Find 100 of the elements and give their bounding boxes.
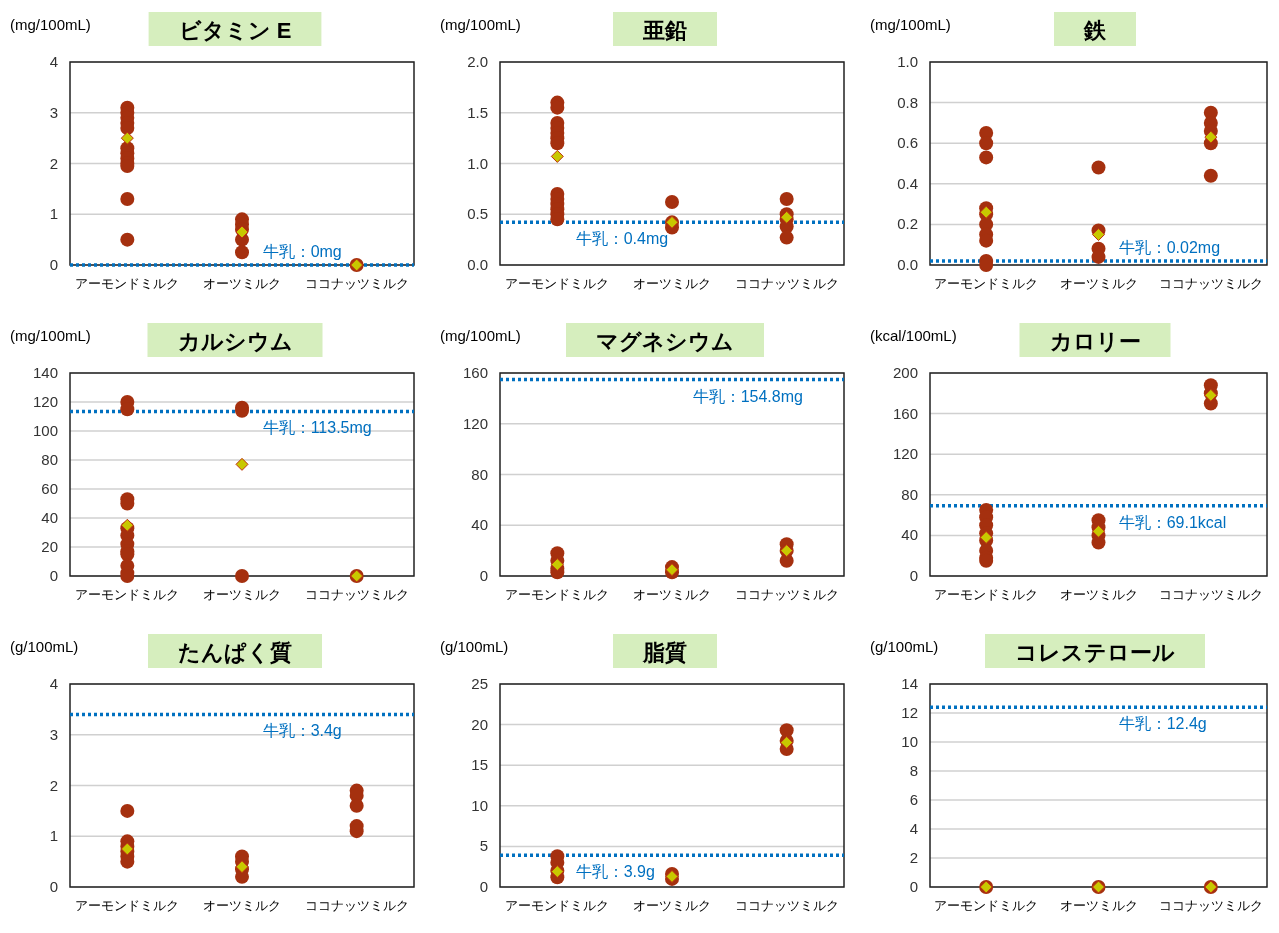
- y-tick-label: 0.8: [897, 93, 918, 111]
- ref-line-label: 牛乳：3.4g: [262, 722, 342, 740]
- y-tick-label: 20: [471, 715, 488, 733]
- ref-line-label: 牛乳：0.02mg: [1118, 238, 1221, 256]
- y-tick-label: 3: [49, 103, 58, 121]
- y-tick-label: 0.0: [897, 256, 918, 273]
- y-tick-label: 10: [901, 733, 918, 750]
- y-tick-label: 1.5: [467, 103, 488, 121]
- y-tick-label: 1.0: [467, 154, 488, 172]
- y-tick-label: 0: [49, 567, 58, 584]
- y-tick-label: 100: [32, 422, 58, 439]
- ref-line-label: 牛乳：113.5mg: [262, 419, 372, 437]
- y-tick-label: 2.0: [467, 53, 488, 70]
- chart-title: カルシウム: [177, 329, 293, 354]
- ref-line-label: 牛乳：154.8mg: [692, 387, 803, 405]
- y-tick-label: 160: [892, 404, 918, 422]
- y-tick-label: 40: [41, 509, 58, 526]
- y-tick-label: 40: [901, 526, 918, 544]
- x-tick-label: オーツミルク: [633, 587, 711, 602]
- ref-line-label: 牛乳：0mg: [262, 243, 342, 260]
- x-tick-label: ココナッツミルク: [734, 587, 839, 602]
- y-tick-label: 10: [471, 796, 488, 814]
- y-tick-label: 120: [462, 414, 488, 432]
- x-tick-label: アーモンドミルク: [934, 898, 1039, 913]
- x-tick-label: ココナッツミルク: [1158, 587, 1263, 602]
- chart-title: コレステロール: [1015, 640, 1175, 665]
- y-tick-label: 0.4: [897, 174, 918, 192]
- y-axis-title: (g/100mL): [10, 638, 79, 655]
- x-tick-label: オーツミルク: [633, 276, 711, 291]
- y-tick-label: 5: [479, 837, 488, 855]
- chart-title: カロリー: [1049, 329, 1141, 354]
- y-tick-label: 120: [32, 393, 58, 410]
- y-tick-label: 0: [479, 878, 488, 895]
- y-tick-label: 140: [32, 364, 58, 381]
- y-tick-label: 6: [909, 791, 918, 808]
- y-tick-label: 14: [901, 675, 918, 692]
- x-tick-label: アーモンドミルク: [75, 898, 180, 913]
- y-tick-label: 2: [49, 776, 58, 794]
- y-axis-title: (kcal/100mL): [870, 327, 957, 344]
- x-tick-label: アーモンドミルク: [505, 587, 610, 602]
- y-tick-label: 1.0: [897, 53, 918, 70]
- x-tick-label: オーツミルク: [1059, 898, 1138, 913]
- y-tick-label: 0: [49, 878, 58, 895]
- y-tick-label: 12: [901, 704, 918, 721]
- y-tick-label: 0: [49, 256, 58, 273]
- x-tick-label: オーツミルク: [1059, 276, 1138, 291]
- x-tick-label: オーツミルク: [203, 276, 281, 291]
- y-tick-label: 8: [909, 762, 918, 779]
- x-tick-label: アーモンドミルク: [934, 587, 1039, 602]
- y-tick-label: 4: [909, 820, 918, 837]
- y-axis-title: (g/100mL): [440, 638, 509, 655]
- ref-line-label: 牛乳：0.4mg: [575, 230, 669, 248]
- chart-title: 鉄: [1083, 18, 1107, 43]
- x-tick-label: アーモンドミルク: [75, 587, 180, 602]
- y-tick-label: 120: [892, 445, 918, 463]
- y-axis-title: (mg/100mL): [440, 16, 521, 33]
- chart-title: ビタミン E: [178, 18, 292, 43]
- y-tick-label: 200: [892, 364, 918, 381]
- y-tick-label: 80: [41, 451, 58, 468]
- x-tick-label: ココナッツミルク: [1158, 898, 1263, 913]
- x-tick-label: ココナッツミルク: [304, 276, 409, 291]
- y-tick-label: 40: [471, 516, 488, 534]
- y-tick-label: 0.6: [897, 134, 918, 152]
- chart-title: 亜鉛: [642, 18, 687, 43]
- x-tick-label: オーツミルク: [633, 898, 711, 913]
- y-tick-label: 0.0: [467, 256, 488, 273]
- x-tick-label: ココナッツミルク: [304, 898, 409, 913]
- ref-line-label: 牛乳：12.4g: [1118, 715, 1207, 733]
- y-tick-label: 80: [471, 465, 488, 483]
- x-tick-label: ココナッツミルク: [304, 587, 409, 602]
- y-tick-label: 4: [49, 53, 58, 70]
- x-tick-label: オーツミルク: [203, 898, 281, 913]
- y-tick-label: 3: [49, 725, 58, 743]
- y-tick-label: 2: [49, 154, 58, 172]
- x-tick-label: ココナッツミルク: [734, 276, 839, 291]
- x-tick-label: オーツミルク: [1059, 587, 1138, 602]
- x-tick-label: アーモンドミルク: [505, 276, 610, 291]
- y-axis-title: (g/100mL): [870, 638, 939, 655]
- ref-line-label: 牛乳：3.9g: [575, 863, 655, 881]
- y-tick-label: 1: [49, 827, 58, 845]
- y-axis-title: (mg/100mL): [440, 327, 521, 344]
- x-tick-label: ココナッツミルク: [734, 898, 839, 913]
- y-tick-label: 2: [909, 849, 918, 866]
- x-tick-label: オーツミルク: [203, 587, 281, 602]
- x-tick-label: アーモンドミルク: [505, 898, 610, 913]
- y-tick-label: 15: [471, 756, 488, 774]
- chart-title: たんぱく質: [178, 640, 292, 665]
- y-axis-title: (mg/100mL): [10, 16, 91, 33]
- y-tick-label: 0: [909, 567, 918, 584]
- x-tick-label: ココナッツミルク: [1158, 276, 1263, 291]
- y-tick-label: 4: [49, 675, 58, 692]
- y-tick-label: 1: [49, 205, 58, 223]
- y-tick-label: 20: [41, 538, 58, 555]
- ref-line-label: 牛乳：69.1kcal: [1118, 513, 1227, 531]
- y-tick-label: 0.2: [897, 215, 918, 233]
- y-tick-label: 0.5: [467, 205, 488, 223]
- x-tick-label: アーモンドミルク: [934, 276, 1039, 291]
- chart-title: 脂質: [642, 640, 687, 665]
- y-tick-label: 60: [41, 480, 58, 497]
- x-tick-label: アーモンドミルク: [75, 276, 180, 291]
